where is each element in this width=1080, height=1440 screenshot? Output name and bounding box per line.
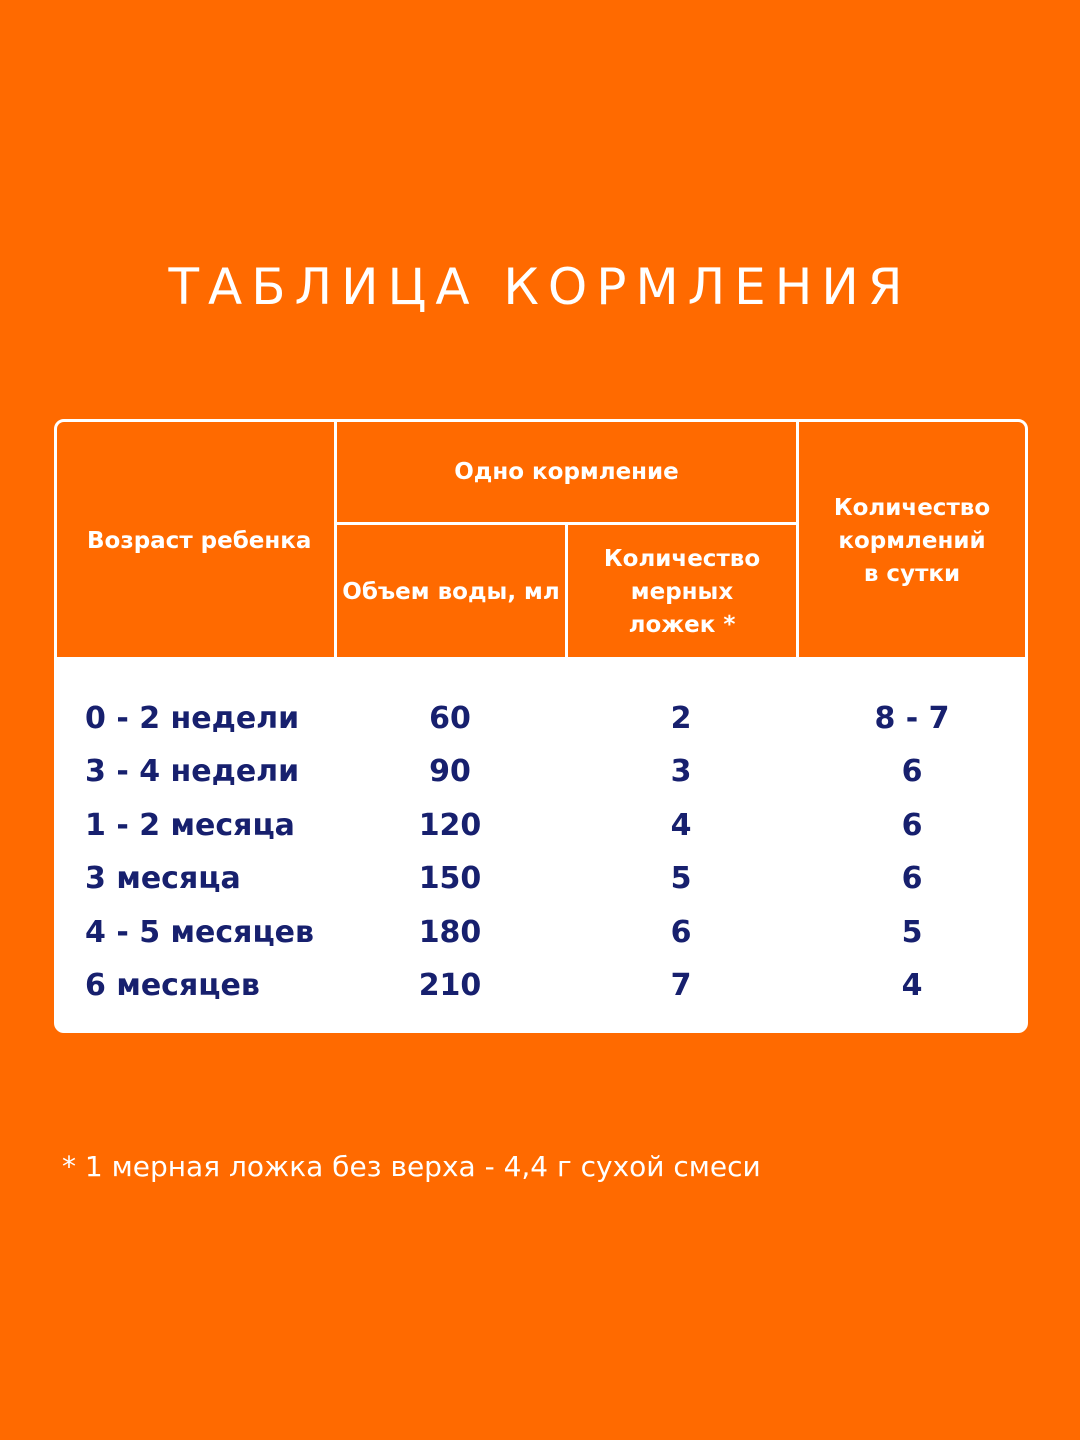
title: ТАБЛИЦА КОРМЛЕНИЯ [168,258,912,316]
footnote: * 1 мерная ложка без верха - 4,4 г сухой… [62,1150,761,1183]
table-cell: 3 - 4 недели [85,754,300,790]
divider [334,422,337,660]
table-cell: 6 [670,914,692,950]
divider [565,522,568,660]
table-cell: 5 [901,914,923,950]
table-cell: 4 - 5 месяцев [85,914,315,950]
table-cell: 210 [418,968,482,1003]
table-cell: 3 [670,754,692,790]
table-cell: 6 [901,861,923,897]
table-cell: 5 [670,861,692,897]
table-row: 4 - 5 месяцев 180 6 5 [57,906,1025,959]
header-cell: Возраст ребенка [87,527,312,554]
table-cell: 180 [418,914,482,950]
divider [334,522,796,525]
table-cell: 60 [429,701,471,736]
divider [796,422,799,660]
table-cell: 2 [670,701,692,736]
table-cell: 6 [901,754,923,790]
feeding-table: Возраст ребенка Одно кормление Объем вод… [54,419,1028,1033]
table-cell: 6 [901,807,923,843]
table-cell: 150 [418,861,482,897]
table-cell: 8 - 7 [874,701,950,736]
header-cell: Одно кормление [454,458,679,485]
header-cell: Объем воды, мл [342,579,560,605]
table-cell: 3 месяца [85,861,241,897]
divider [57,657,1025,660]
table-row: 3 месяца 150 5 6 [57,852,1025,905]
table-cell: 0 - 2 недели [85,701,300,736]
table-cell: 90 [429,754,471,790]
table-cell: 4 [901,968,923,1003]
table-cell: 6 месяцев [85,968,260,1003]
table-cell: 120 [418,807,482,843]
table-cell: 7 [670,968,692,1003]
table-header: Возраст ребенка Одно кормление Объем вод… [57,422,1025,660]
table-row: 0 - 2 недели 60 2 8 - 7 [57,692,1025,745]
table-row: 1 - 2 месяца 120 4 6 [57,799,1025,852]
table-row: 3 - 4 недели 90 3 6 [57,745,1025,798]
table-cell: 4 [670,807,692,843]
header-cell: Количество мерных ложек * [603,546,761,638]
table-row: 6 месяцев 210 7 4 [57,959,1025,1012]
table-cell: 1 - 2 месяца [85,807,295,843]
header-cell: Количество кормлений в сутки [833,494,991,587]
